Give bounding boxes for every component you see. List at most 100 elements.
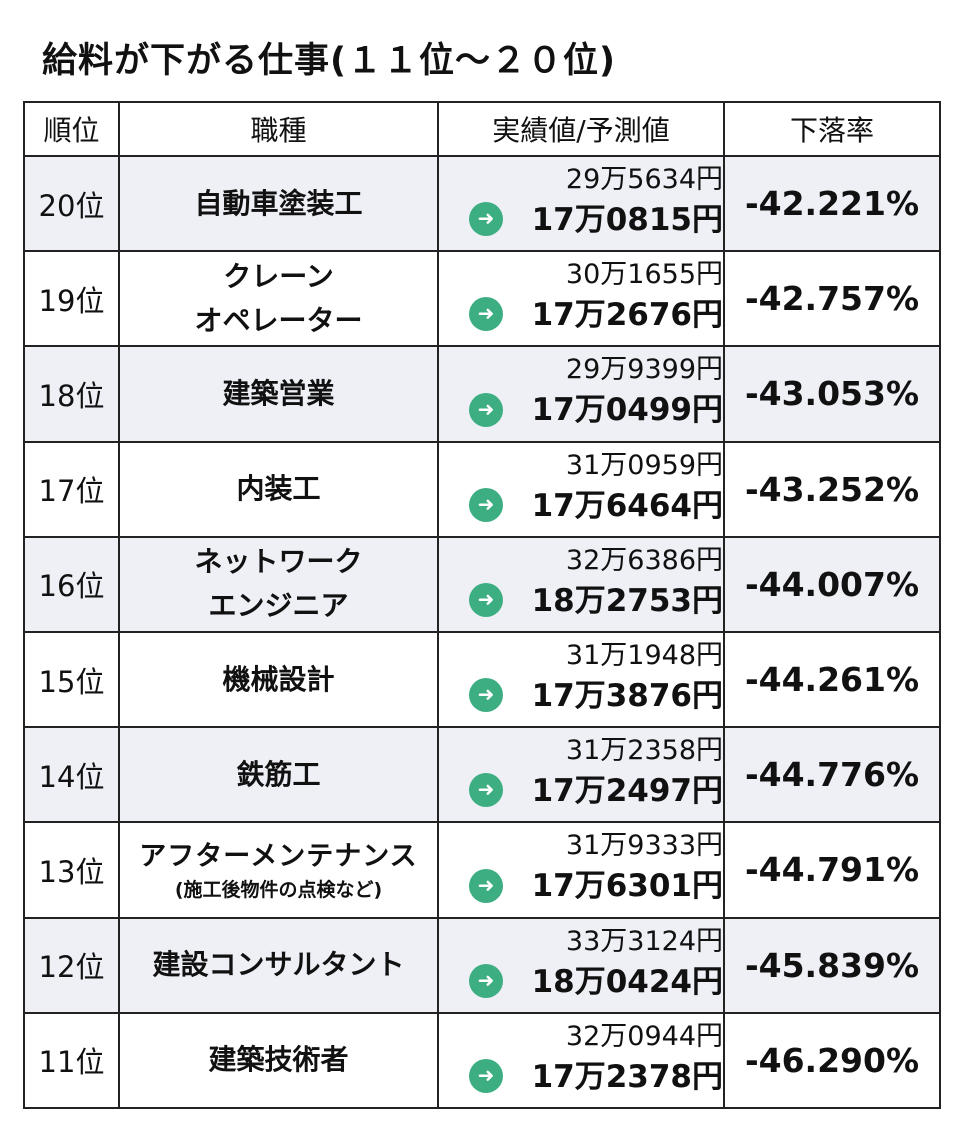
job-name-line: オペレーター: [194, 303, 363, 337]
arrow-right-circle-icon: ➜: [469, 963, 503, 998]
predicted-salary: 17万6301円: [531, 868, 723, 905]
predicted-salary: 18万0424円: [531, 963, 723, 1000]
values-cell: 30万1655円 17万2676円 ➜: [437, 250, 725, 348]
ranking-table: 順位 職種 実績値/予測値 下落率 20位 自動車塗装工 29万5634円 17万08…: [23, 101, 941, 1110]
table-body: 20位 自動車塗装工 29万5634円 17万0815円 ➜ -42.221% 19位 クレー…: [23, 154, 941, 1110]
job-cell: 建築技術者: [118, 1011, 439, 1110]
actual-salary: 29万9399円: [565, 354, 723, 386]
job-name-line: 鉄筋工: [236, 757, 321, 791]
actual-salary: 30万1655円: [565, 259, 723, 291]
table-row: 17位 内装工 31万0959円 17万6464円 ➜ -43.252%: [23, 440, 941, 538]
predicted-line: 17万2378円: [439, 1056, 723, 1103]
actual-salary: 29万5634円: [565, 164, 723, 196]
rank-cell: 12位: [23, 916, 120, 1014]
table-row: 13位 アフターメンテナンス (施工後物件の点検など) 31万9333円 17万6301…: [23, 821, 941, 919]
decline-rate: -46.290%: [723, 1011, 941, 1110]
rank-cell: 16位: [23, 535, 120, 633]
decline-rate: -44.007%: [723, 535, 941, 633]
predicted-line: 18万2753円: [439, 580, 723, 627]
values-cell: 32万6386円 18万2753円 ➜: [437, 535, 725, 633]
table-row: 12位 建設コンサルタント 33万3124円 18万0424円 ➜ -45.839%: [23, 916, 941, 1014]
values-cell: 31万0959円 17万6464円 ➜: [437, 440, 725, 538]
header-job: 職種: [118, 101, 439, 157]
decline-rate: -44.261%: [723, 630, 941, 729]
job-cell: アフターメンテナンス (施工後物件の点検など): [118, 821, 439, 919]
predicted-salary: 17万0499円: [531, 392, 723, 429]
actual-salary: 32万0944円: [565, 1020, 723, 1052]
table-row: 15位 機械設計 31万1948円 17万3876円 ➜ -44.261%: [23, 630, 941, 729]
table-row: 19位 クレーン オペレーター 30万1655円 17万2676円 ➜ -42.757%: [23, 250, 941, 348]
job-cell: 建設コンサルタント: [118, 916, 439, 1014]
arrow-right-circle-icon: ➜: [469, 297, 503, 332]
decline-rate: -42.221%: [723, 154, 941, 253]
job-cell: 鉄筋工: [118, 726, 439, 824]
job-cell: ネットワーク エンジニア: [118, 535, 439, 633]
actual-salary: 32万6386円: [565, 544, 723, 576]
table-row: 16位 ネットワーク エンジニア 32万6386円 18万2753円 ➜ -44.007%: [23, 535, 941, 633]
table-row: 20位 自動車塗装工 29万5634円 17万0815円 ➜ -42.221%: [23, 154, 941, 253]
values-cell: 31万2358円 17万2497円 ➜: [437, 726, 725, 824]
predicted-line: 17万6464円: [439, 485, 723, 532]
arrow-right-circle-icon: ➜: [469, 487, 503, 522]
arrow-right-circle-icon: ➜: [469, 678, 503, 713]
job-name-line: アフターメンテナンス: [139, 840, 418, 872]
job-name-line: ネットワーク: [194, 545, 363, 579]
values-cell: 31万1948円 17万3876円 ➜: [437, 630, 725, 729]
predicted-line: 17万3876円: [439, 675, 723, 722]
arrow-right-circle-icon: ➜: [469, 582, 503, 617]
table-row: 18位 建築営業 29万9399円 17万0499円 ➜ -43.053%: [23, 345, 941, 443]
rank-cell: 13位: [23, 821, 120, 919]
decline-rate: -44.791%: [723, 821, 941, 919]
table-row: 11位 建築技術者 32万0944円 17万2378円 ➜ -46.290%: [23, 1011, 941, 1110]
table-header-row: 順位 職種 実績値/予測値 下落率: [23, 101, 941, 157]
actual-salary: 31万0959円: [565, 449, 723, 481]
job-cell: 自動車塗装工: [118, 154, 439, 253]
decline-rate: -43.053%: [723, 345, 941, 443]
rank-cell: 17位: [23, 440, 120, 538]
values-cell: 29万9399円 17万0499円 ➜: [437, 345, 725, 443]
rank-cell: 20位: [23, 154, 120, 253]
rank-cell: 19位: [23, 250, 120, 348]
job-cell: クレーンオペレーター: [118, 250, 439, 348]
arrow-right-circle-icon: ➜: [469, 773, 503, 808]
actual-salary: 31万9333円: [565, 830, 723, 862]
job-name-line: クレーン: [223, 259, 334, 293]
decline-rate: -45.839%: [723, 916, 941, 1014]
arrow-right-circle-icon: ➜: [469, 868, 503, 903]
job-name-line: 建設コンサルタント: [152, 948, 405, 982]
job-note: (施工後物件の点検など): [174, 878, 383, 901]
actual-salary: 31万2358円: [565, 735, 723, 767]
job-cell: 内装工: [118, 440, 439, 538]
rank-cell: 15位: [23, 630, 120, 729]
predicted-salary: 17万2378円: [531, 1058, 723, 1095]
predicted-line: 17万2676円: [439, 294, 723, 341]
job-name-line: 建築技術者: [208, 1043, 349, 1077]
predicted-line: 17万6301円: [439, 865, 723, 912]
actual-salary: 33万3124円: [565, 925, 723, 957]
predicted-line: 18万0424円: [439, 961, 723, 1008]
rank-cell: 14位: [23, 726, 120, 824]
predicted-line: 17万0815円: [439, 199, 723, 246]
rank-cell: 11位: [23, 1011, 120, 1110]
job-cell: 機械設計: [118, 630, 439, 729]
header-values: 実績値/予測値: [437, 101, 725, 157]
decline-rate: -43.252%: [723, 440, 941, 538]
values-cell: 31万9333円 17万6301円 ➜: [437, 821, 725, 919]
decline-rate: -42.757%: [723, 250, 941, 348]
job-name-line: 自動車塗装工: [194, 186, 363, 220]
values-cell: 32万0944円 17万2378円 ➜: [437, 1011, 725, 1110]
arrow-right-circle-icon: ➜: [469, 392, 503, 427]
predicted-line: 17万2497円: [439, 770, 723, 817]
job-cell: 建築営業: [118, 345, 439, 443]
job-name-line: 機械設計: [222, 662, 335, 696]
predicted-salary: 17万0815円: [531, 202, 723, 239]
predicted-salary: 18万2753円: [531, 582, 723, 619]
actual-salary: 31万1948円: [565, 640, 723, 672]
table-row: 14位 鉄筋工 31万2358円 17万2497円 ➜ -44.776%: [23, 726, 941, 824]
values-cell: 29万5634円 17万0815円 ➜: [437, 154, 725, 253]
page-title: 給料が下がる仕事(１１位〜２０位): [42, 41, 616, 81]
job-name-line: 建築営業: [222, 376, 335, 410]
predicted-salary: 17万2497円: [531, 773, 723, 810]
rank-cell: 18位: [23, 345, 120, 443]
predicted-salary: 17万6464円: [531, 487, 723, 524]
